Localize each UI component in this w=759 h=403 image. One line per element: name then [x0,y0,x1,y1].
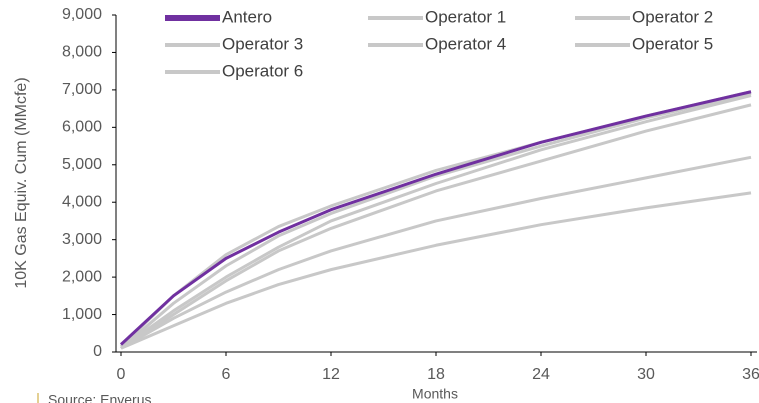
y-tick-label: 8,000 [62,44,102,61]
series-line [120,103,752,350]
series-line [120,155,752,350]
y-tick-label: 2,000 [62,268,102,285]
x-tick-label: 24 [532,366,550,383]
series-line [119,90,752,346]
legend-label: Antero [222,7,272,26]
y-tick-label: 4,000 [62,193,102,210]
legend-label: Operator 3 [222,34,303,53]
legend-label: Operator 1 [425,7,506,26]
legend-label: Operator 5 [632,34,713,53]
y-tick-label: 6,000 [62,119,102,136]
legend-label: Operator 4 [425,34,506,53]
legend-label: Operator 6 [222,61,303,80]
x-tick-label: 12 [322,366,340,383]
y-axis-title: 10K Gas Equiv. Cum (MMcfe) [13,77,30,288]
x-tick-label: 36 [742,366,759,383]
y-tick-label: 1,000 [62,306,102,323]
legend-label: Operator 2 [632,7,713,26]
series-line [120,92,752,350]
y-tick-label: 3,000 [62,231,102,248]
x-tick-label: 30 [637,366,655,383]
x-axis-title: Months [412,386,458,402]
y-tick-label: 5,000 [62,156,102,173]
series-line [120,94,752,350]
y-tick-label: 7,000 [62,81,102,98]
series-line [120,191,752,350]
y-tick-label: 9,000 [62,6,102,23]
x-tick-label: 0 [117,366,126,383]
x-tick-label: 18 [427,366,445,383]
source-note: Source: Enverus [48,392,152,403]
x-tick-label: 6 [222,366,231,383]
y-tick-label: 0 [93,343,102,360]
